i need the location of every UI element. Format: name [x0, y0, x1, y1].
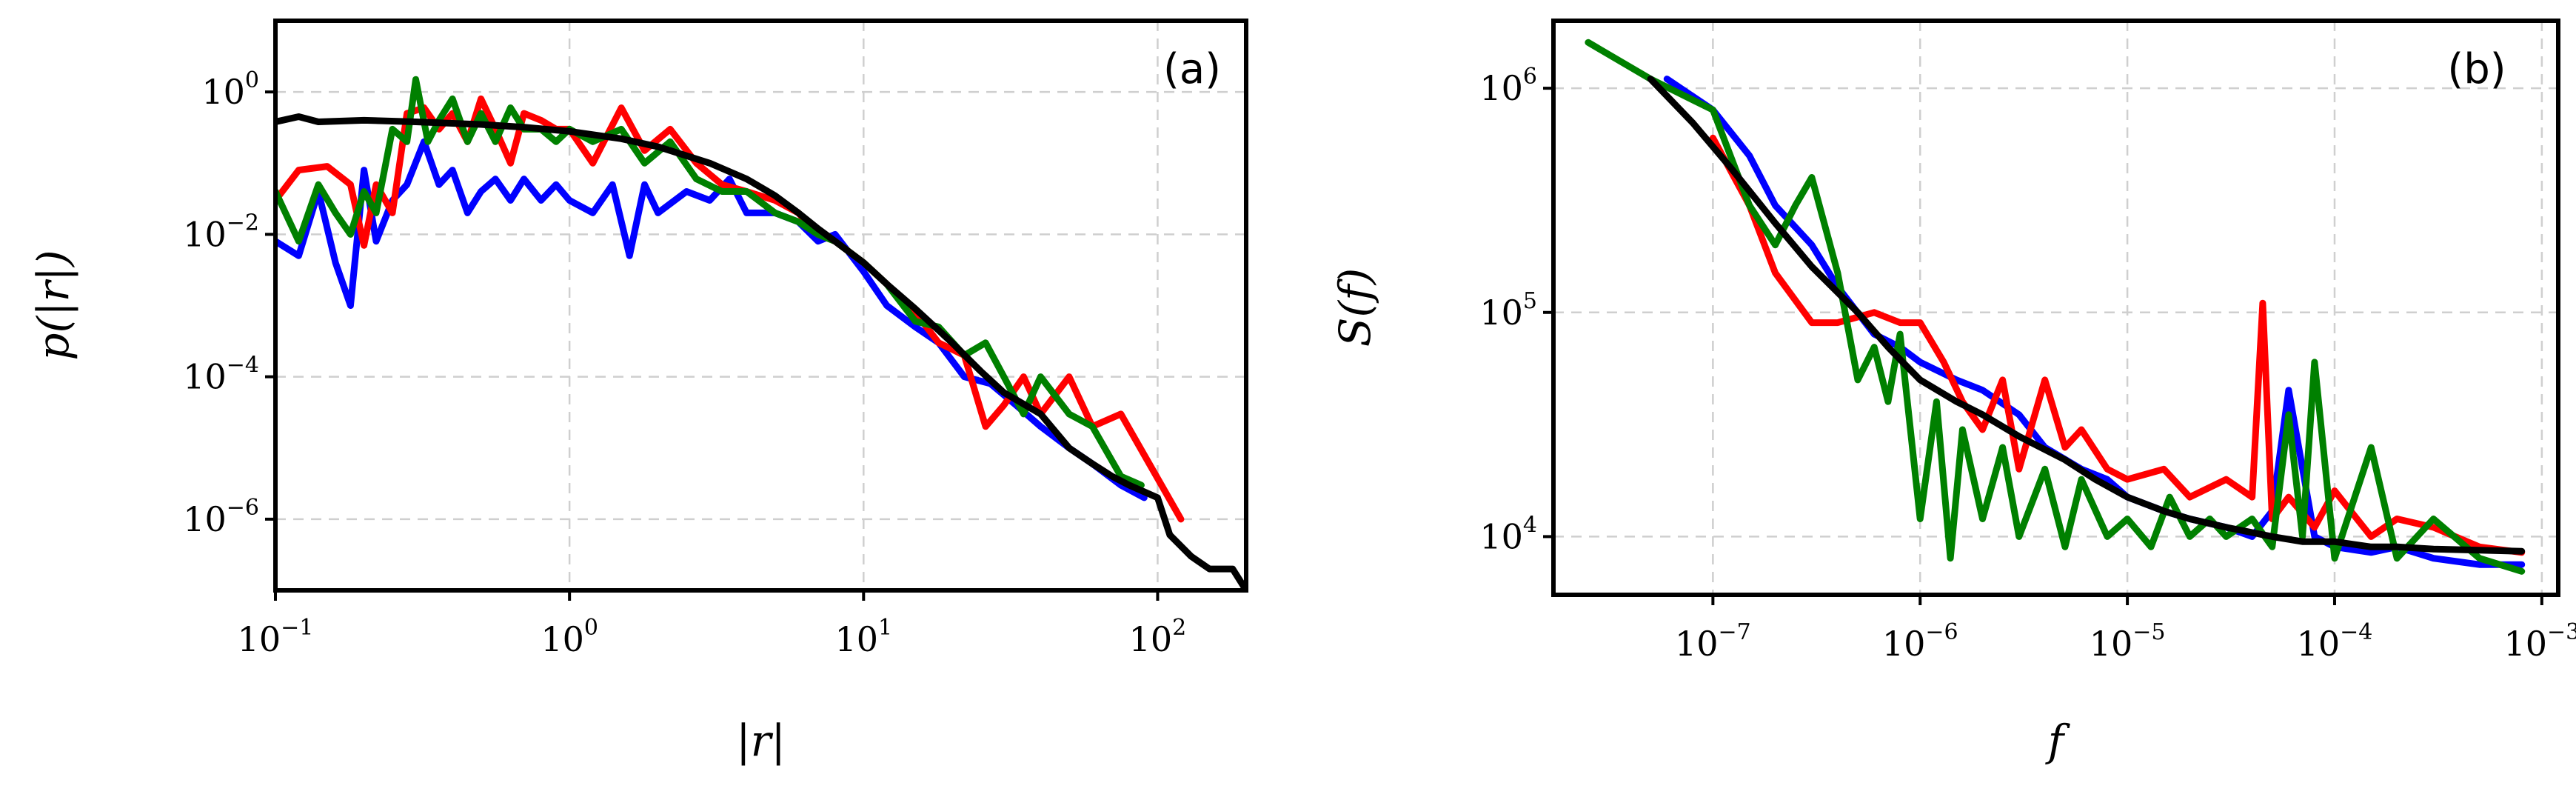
- y-tick-label: 106: [1479, 64, 1537, 108]
- x-tick-label: 10−3: [2503, 619, 2576, 664]
- x-tick-label: 10−1: [238, 615, 314, 659]
- y-axis-label: S(f): [1330, 268, 1380, 347]
- series-blue-line: [275, 138, 1148, 501]
- series-blue-line: [1663, 76, 2526, 568]
- panel-a: 10−1 100 101 102 100 10−2 10−4 10−6 |r| p(|r|) (a): [28, 19, 1248, 766]
- series-red-line: [275, 95, 1185, 523]
- x-tick-label: 101: [834, 615, 892, 659]
- series-green-line: [275, 76, 1145, 489]
- plot-frame: [273, 19, 1248, 593]
- panel-label: (a): [1163, 45, 1221, 93]
- series-black-line: [275, 113, 1246, 590]
- series-green-line: [1585, 39, 2526, 575]
- y-tick-label: 104: [1479, 512, 1537, 556]
- x-axis-label: f: [2045, 716, 2071, 766]
- series-black-line: [1647, 76, 2526, 555]
- x-tick-label: 102: [1129, 615, 1187, 659]
- x-axis-label: |r|: [736, 716, 786, 766]
- panel-label: (b): [2447, 45, 2506, 93]
- y-tick-label: 10−2: [183, 210, 259, 254]
- x-tick-label: 100: [541, 615, 598, 659]
- x-tick-label: 10−7: [1675, 619, 1751, 664]
- y-tick-label: 10−6: [183, 495, 259, 539]
- plot-frame: [1551, 19, 2560, 597]
- x-tick-label: 10−4: [2297, 619, 2373, 664]
- y-axis-label: p(|r|): [28, 250, 78, 360]
- y-tick-label: 10−4: [183, 353, 259, 397]
- y-tick-label: 105: [1479, 288, 1537, 333]
- y-tick-label: 100: [201, 67, 259, 112]
- x-tick-label: 10−5: [2090, 619, 2166, 664]
- panel-b: 10−7 10−6 10−5 10−4 10−3 106 105 104 f S(f) (b): [1330, 19, 2576, 766]
- x-tick-label: 10−6: [1882, 619, 1958, 664]
